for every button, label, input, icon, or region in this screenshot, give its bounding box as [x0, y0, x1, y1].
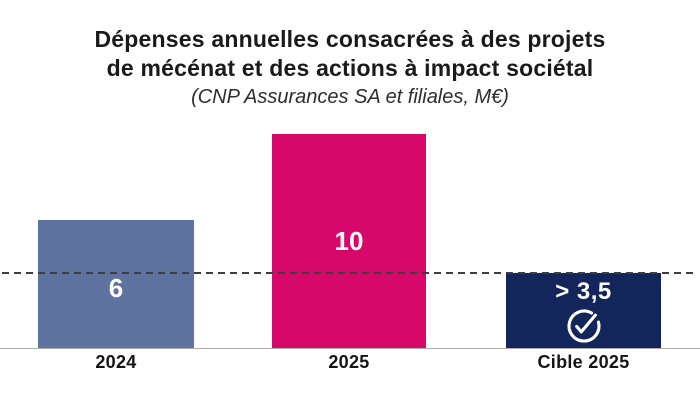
chart-title-line1: Dépenses annuelles consacrées à des proj… [94, 26, 606, 52]
x-label-2025: 2025 [328, 352, 370, 372]
target-line [2, 272, 698, 275]
x-label-2024: 2024 [95, 352, 137, 372]
plot-area: 6 10 > 3,5 [0, 134, 700, 349]
bar-value-2025: 10 [334, 226, 364, 256]
check-circle-icon [566, 309, 601, 343]
bar-2024: 6 [38, 219, 194, 348]
chart-header: Dépenses annuelles consacrées à des proj… [0, 25, 700, 109]
bar-2025: 10 [272, 134, 426, 348]
x-label-cible-2025: Cible 2025 [537, 352, 630, 372]
x-axis-labels: 2024 2025 Cible 2025 [0, 352, 700, 376]
bar-cible-2025: > 3,5 [506, 273, 661, 348]
bar-value-2024: 6 [108, 273, 124, 304]
chart-title-line2: de mécénat et des actions à impact socié… [106, 55, 594, 81]
chart-subtitle: (CNP Assurances SA et filiales, M€) [191, 86, 509, 108]
bar-value-cible-2025: > 3,5 [555, 278, 612, 306]
